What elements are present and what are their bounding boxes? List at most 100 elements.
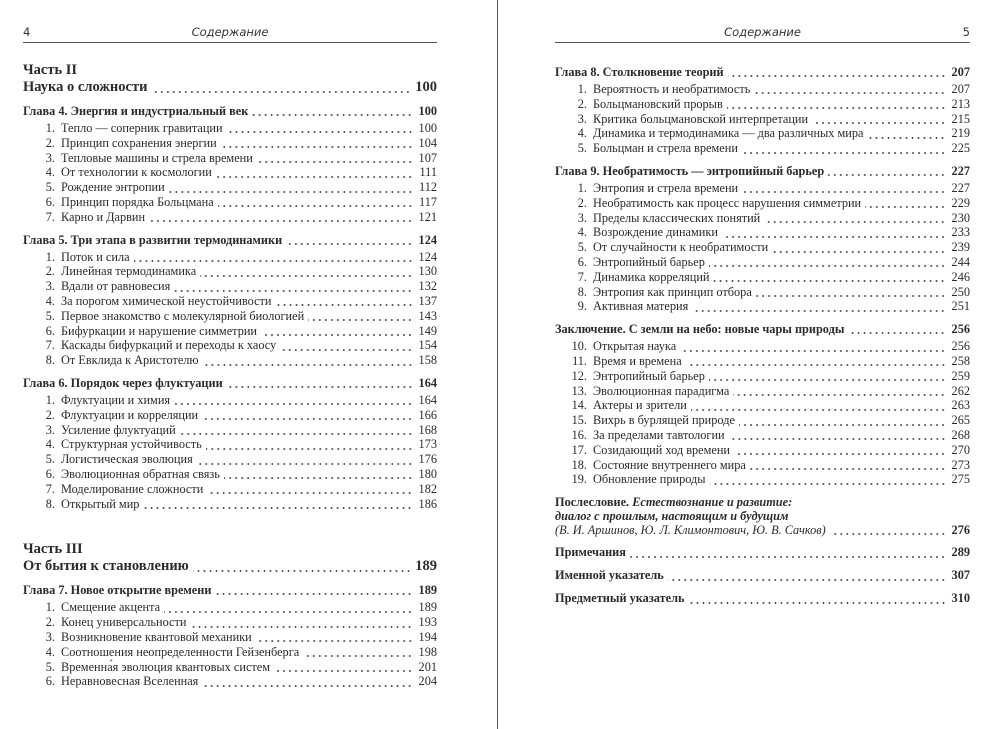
toc-section[interactable]: 9. Активная материя 251 — [555, 299, 970, 314]
toc-section[interactable]: 1. Тепло — соперник гравитации 100 — [23, 121, 437, 136]
toc-section[interactable]: 6. Энтропийный барьер 244 — [555, 255, 970, 270]
toc-section[interactable]: 1. Поток и сила 124 — [23, 250, 437, 265]
toc-section[interactable]: 18. Состояние внутреннего мира 273 — [555, 458, 970, 473]
toc-section[interactable]: 1. Энтропия и стрела времени 227 — [555, 181, 970, 196]
page-ref: 107 — [418, 150, 437, 165]
toc-section[interactable]: 6. Бифуркации и нарушение симметрии 149 — [23, 324, 437, 339]
toc-chapter[interactable]: Глава 6. Порядок через флуктуации 164 — [23, 373, 437, 393]
toc-section[interactable]: 1. Смещение акцента 189 — [23, 600, 437, 615]
toc-section[interactable]: 3. Пределы классических понятий 230 — [555, 211, 970, 226]
toc-section[interactable]: 17. Созидающий ход времени 270 — [555, 443, 970, 458]
toc-section[interactable]: 8. Открытый мир 186 — [23, 497, 437, 512]
toc-section[interactable]: 8. От Евклида к Аристотелю 158 — [23, 353, 437, 368]
page-ref: 268 — [951, 427, 970, 442]
toc-chapter[interactable]: Заключение. С земли на небо: новые чары … — [555, 319, 970, 339]
toc-back-matter[interactable]: Предметный указатель 310 — [555, 591, 970, 606]
toc-section[interactable]: 7. Карно и Дарвин 121 — [23, 210, 437, 225]
dot-leader — [708, 379, 946, 382]
page-ref: 100 — [415, 79, 437, 95]
toc-section[interactable]: 5. Рождение энтропии 112 — [23, 180, 437, 195]
toc-section[interactable]: 4. Соотношения неопределенности Гейзенбер… — [23, 645, 437, 660]
toc-section[interactable]: 3. Тепловые машины и стрела времени 107 — [23, 151, 437, 166]
toc-section[interactable]: 7. Моделирование сложности 182 — [23, 482, 437, 497]
toc-section[interactable]: 16. За пределами тавтологии 268 — [555, 428, 970, 443]
page-ref: 230 — [951, 210, 970, 225]
page-ref: 100 — [418, 104, 437, 118]
toc-section[interactable]: 4. За порогом химической неустойчивости 13… — [23, 294, 437, 309]
toc-chapter[interactable]: Глава 4. Энергия и индустриальный век 100 — [23, 101, 437, 121]
toc-section[interactable]: 6. Неравновесная Вселенная 204 — [23, 674, 437, 689]
toc-section[interactable]: 5. Временна́я эволюция квантовых систем 20… — [23, 660, 437, 675]
entry-title: Энтропийный барьер — [593, 368, 705, 383]
toc-section[interactable]: 3. Вдали от равновесия 132 — [23, 279, 437, 294]
toc-section[interactable]: 4. От технологии к космологии 111 — [23, 165, 437, 180]
entry-title: Время и времена — [593, 353, 682, 368]
toc-part-title[interactable]: Наука о сложности 100 — [23, 79, 437, 96]
toc-section[interactable]: 2. Конец универсальности 193 — [23, 615, 437, 630]
toc-section[interactable]: 2. Флуктуации и корреляции 166 — [23, 408, 437, 423]
toc-section[interactable]: 5. Больцман и стрела времени 225 — [555, 141, 970, 156]
entry-title: Глава 4. Энергия и индустриальный век — [23, 104, 249, 118]
section-number: 3. — [45, 279, 55, 294]
toc-section[interactable]: 12. Энтропийный барьер 259 — [555, 369, 970, 384]
toc-section[interactable]: 8. Энтропия как принцип отбора 250 — [555, 285, 970, 300]
toc-back-matter[interactable]: Именной указатель 307 — [555, 568, 970, 583]
section-number: 9. — [577, 299, 587, 314]
dot-leader — [274, 669, 413, 672]
toc-section[interactable]: 3. Усиление флуктуаций 168 — [23, 423, 437, 438]
entry-title: Неравновесная Вселенная — [61, 674, 199, 689]
toc-section[interactable]: 4. Структурная устойчивость 173 — [23, 437, 437, 452]
toc-section[interactable]: 6. Принцип порядка Больцмана 117 — [23, 195, 437, 210]
toc-section[interactable]: 3. Возникновение квантовой механики 194 — [23, 630, 437, 645]
toc-section[interactable]: 5. Логистическая эволюция 176 — [23, 452, 437, 467]
entry-title: Флуктуации и химия — [61, 392, 171, 407]
toc-section[interactable]: 5. Первое знакомство с молекулярной биоло… — [23, 309, 437, 324]
toc-afterword[interactable]: Послесловие. Естествознание и развитие: д… — [555, 495, 970, 537]
toc-back-matter[interactable]: Примечания 289 — [555, 545, 970, 560]
dot-leader — [867, 136, 946, 139]
toc-section[interactable]: 2. Линейная термодинамика 130 — [23, 264, 437, 279]
toc-section[interactable]: 10. Открытая наука 256 — [555, 339, 970, 354]
toc-chapter[interactable]: Глава 7. Новое открытие времени 189 — [23, 580, 437, 600]
toc-section[interactable]: 5. От случайности к необратимости 239 — [555, 240, 970, 255]
entry-title: Первое знакомство с молекулярной биологи… — [61, 308, 305, 323]
page-number: 5 — [962, 25, 970, 39]
toc-section[interactable]: 11. Время и времена 258 — [555, 354, 970, 369]
entry-title: Соотношения неопределенности Гейзенберга — [61, 644, 300, 659]
toc-section[interactable]: 4. Динамика и термодинамика — два различн… — [555, 126, 970, 141]
page-number: 4 — [23, 25, 31, 39]
dot-leader — [688, 601, 946, 604]
page-ref: 273 — [951, 457, 970, 472]
toc-section[interactable]: 2. Принцип сохранения энергии 104 — [23, 136, 437, 151]
page-ref: 166 — [418, 407, 437, 422]
toc-section[interactable]: 2. Необратимость как процесс нарушения си… — [555, 196, 970, 211]
toc-section[interactable]: 7. Каскады бифуркаций и переходы к хаосу 1… — [23, 338, 437, 353]
entry-title: Примечания — [555, 545, 626, 560]
toc-chapter[interactable]: Глава 9. Необратимость — энтропийный бар… — [555, 161, 970, 181]
dot-leader — [202, 418, 413, 421]
toc-part-title[interactable]: От бытия к становлению 189 — [23, 558, 437, 575]
toc-chapter[interactable]: Глава 5. Три этапа в развитии термодинам… — [23, 230, 437, 250]
toc-chapter[interactable]: Глава 8. Столкновение теорий 207 — [555, 62, 970, 82]
dot-leader — [217, 205, 413, 208]
dot-leader — [713, 280, 946, 283]
toc-section[interactable]: 3. Критика больцмановской интерпретации 21… — [555, 112, 970, 127]
toc-section[interactable]: 7. Динамика корреляций 246 — [555, 270, 970, 285]
page-ref: 275 — [951, 472, 970, 487]
toc-section[interactable]: 4. Возрождение динамики 233 — [555, 225, 970, 240]
toc-section[interactable]: 1. Вероятность и необратимость 207 — [555, 82, 970, 97]
dot-leader — [738, 423, 946, 426]
dot-leader — [226, 131, 413, 134]
toc-section[interactable]: 2. Больцмановский прорыв 213 — [555, 97, 970, 112]
toc-section[interactable]: 15. Вихрь в бурлящей природе 265 — [555, 413, 970, 428]
section-number: 17. — [571, 442, 587, 457]
toc-section[interactable]: 1. Флуктуации и химия 164 — [23, 393, 437, 408]
toc-section[interactable]: 14. Актеры и зрители 263 — [555, 398, 970, 413]
toc-section[interactable]: 13. Эволюционная парадигма 262 — [555, 384, 970, 399]
part-label: Часть III — [23, 541, 83, 558]
afterword-authors-row[interactable]: (В. И. Аршинов, Ю. Л. Климонтович, Ю. В.… — [555, 523, 970, 537]
toc-section[interactable]: 6. Эволюционная обратная связь 180 — [23, 467, 437, 482]
toc-section[interactable]: 19. Обновление природы 275 — [555, 472, 970, 487]
dot-leader — [151, 90, 412, 93]
section-number: 13. — [571, 383, 587, 398]
